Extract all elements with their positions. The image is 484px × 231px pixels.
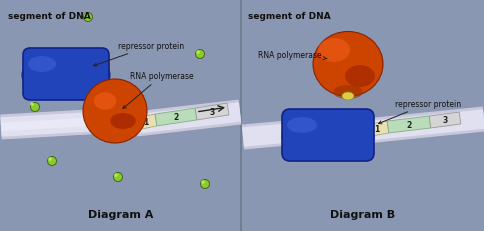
Ellipse shape [83,13,92,22]
Text: 1: 1 [143,118,148,127]
Ellipse shape [28,57,56,73]
Text: 3: 3 [209,108,214,116]
Ellipse shape [30,103,34,106]
FancyBboxPatch shape [23,49,109,100]
Text: repressor protein: repressor protein [93,42,184,67]
Text: 2: 2 [406,121,411,129]
Ellipse shape [110,113,136,129]
Text: 2: 2 [173,113,178,122]
Ellipse shape [48,158,52,161]
Ellipse shape [281,125,297,147]
Ellipse shape [113,173,122,182]
Text: segment of DNA: segment of DNA [247,12,330,21]
Ellipse shape [47,157,56,166]
Polygon shape [364,122,388,137]
Ellipse shape [344,66,374,88]
Text: repressor protein: repressor protein [378,100,460,124]
Ellipse shape [341,93,353,100]
Text: RNA polymerase: RNA polymerase [122,72,193,109]
Ellipse shape [357,125,373,147]
Ellipse shape [195,50,204,59]
Polygon shape [195,104,228,120]
Polygon shape [155,109,197,126]
Text: RNA polymerase: RNA polymerase [257,50,327,60]
Text: 1: 1 [374,125,379,134]
Ellipse shape [287,118,317,134]
Ellipse shape [200,180,209,189]
Polygon shape [428,112,460,128]
Ellipse shape [94,66,110,86]
Ellipse shape [114,173,118,177]
Text: 3: 3 [441,116,447,125]
Text: Diagram A: Diagram A [88,209,153,219]
Ellipse shape [22,66,38,86]
Polygon shape [135,115,157,130]
Ellipse shape [333,86,362,100]
Ellipse shape [30,103,39,112]
Ellipse shape [83,80,147,143]
Ellipse shape [318,39,349,63]
FancyBboxPatch shape [0,0,242,231]
Polygon shape [387,116,430,133]
Ellipse shape [196,51,199,55]
Ellipse shape [93,93,116,110]
Text: segment of DNA: segment of DNA [8,12,91,21]
Text: Diagram B: Diagram B [330,209,395,219]
Ellipse shape [84,14,88,18]
FancyBboxPatch shape [241,0,484,231]
Ellipse shape [312,32,382,97]
FancyBboxPatch shape [281,109,373,161]
Ellipse shape [130,119,142,128]
Ellipse shape [201,180,204,184]
